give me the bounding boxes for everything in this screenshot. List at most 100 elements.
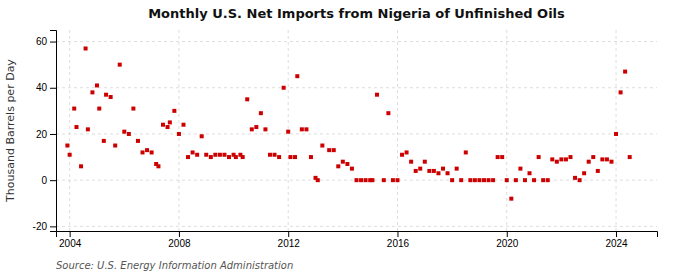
point: [541, 178, 545, 182]
tick-label: 2020: [496, 238, 519, 249]
point: [177, 132, 181, 136]
point: [446, 171, 450, 175]
tick-mark: [50, 180, 56, 181]
point: [441, 167, 445, 171]
grid-line: [69, 30, 70, 231]
tick: 2008: [168, 231, 191, 249]
point: [241, 155, 245, 159]
point: [209, 155, 213, 159]
point: [273, 153, 277, 157]
point: [74, 125, 78, 129]
point: [578, 178, 582, 182]
point: [79, 164, 83, 168]
point: [455, 167, 459, 171]
point: [364, 178, 368, 182]
point: [195, 153, 199, 157]
tick-label: 0: [41, 175, 47, 186]
point: [250, 127, 254, 131]
point: [414, 169, 418, 173]
tick-label: 20: [36, 129, 48, 140]
point: [166, 125, 170, 129]
chart: 200420082012201620202024-200204060Monthl…: [0, 0, 675, 275]
tick-label: 60: [36, 36, 48, 47]
point: [555, 160, 559, 164]
tick: 2016: [387, 231, 410, 249]
point: [309, 155, 313, 159]
point: [104, 93, 108, 97]
point: [72, 107, 76, 111]
point: [600, 157, 604, 161]
source-note: Source: U.S. Energy Information Administ…: [56, 260, 293, 271]
point: [268, 153, 272, 157]
point: [316, 178, 320, 182]
points: [65, 46, 631, 200]
point: [468, 178, 472, 182]
point: [218, 153, 222, 157]
tick-mark: [70, 231, 71, 237]
point: [234, 155, 238, 159]
point: [161, 123, 165, 127]
point: [168, 120, 172, 124]
point: [90, 90, 94, 94]
point: [500, 155, 504, 159]
point: [84, 46, 88, 50]
point: [254, 125, 258, 129]
plot: 200420082012201620202024-200204060: [33, 30, 658, 249]
point: [482, 178, 486, 182]
tick-mark: [616, 231, 617, 237]
point: [320, 144, 324, 148]
point: [614, 132, 618, 136]
tick-label: 2008: [168, 238, 191, 249]
point: [505, 178, 509, 182]
tick-mark: [50, 88, 56, 89]
tick-label: -20: [33, 221, 48, 232]
tick: 2024: [605, 231, 628, 249]
y-axis-title: Thousand Barrels per Day: [4, 59, 17, 203]
point: [213, 153, 217, 157]
point: [423, 160, 427, 164]
point: [359, 178, 363, 182]
tick-label: 2004: [59, 238, 82, 249]
point: [68, 153, 72, 157]
grid-line: [56, 41, 657, 42]
tick-label: 2012: [278, 238, 301, 249]
point: [609, 160, 613, 164]
tick: 60: [36, 36, 56, 47]
point: [136, 139, 140, 143]
point: [122, 130, 126, 134]
tick: -20: [33, 221, 56, 232]
point: [409, 160, 413, 164]
point: [450, 178, 454, 182]
tick: 2004: [59, 231, 82, 249]
point: [559, 157, 563, 161]
point: [156, 164, 160, 168]
point: [391, 178, 395, 182]
point: [382, 178, 386, 182]
point: [619, 90, 623, 94]
point: [496, 155, 500, 159]
point: [386, 111, 390, 115]
tick-mark: [397, 231, 398, 237]
point: [491, 178, 495, 182]
point: [97, 107, 101, 111]
point: [113, 144, 117, 148]
point: [532, 178, 536, 182]
point: [587, 160, 591, 164]
tick: 0: [41, 175, 56, 186]
point: [518, 167, 522, 171]
point: [332, 148, 336, 152]
point: [459, 178, 463, 182]
point: [628, 155, 632, 159]
grid-line: [56, 226, 657, 227]
tick-mark: [507, 231, 508, 237]
tick-label: 2024: [605, 238, 628, 249]
point: [286, 130, 290, 134]
point: [546, 178, 550, 182]
point: [86, 127, 90, 131]
point: [127, 132, 131, 136]
title: Monthly U.S. Net Imports from Nigeria of…: [148, 6, 565, 21]
point: [591, 155, 595, 159]
grid-line: [397, 30, 398, 231]
point: [200, 134, 204, 138]
point: [596, 169, 600, 173]
